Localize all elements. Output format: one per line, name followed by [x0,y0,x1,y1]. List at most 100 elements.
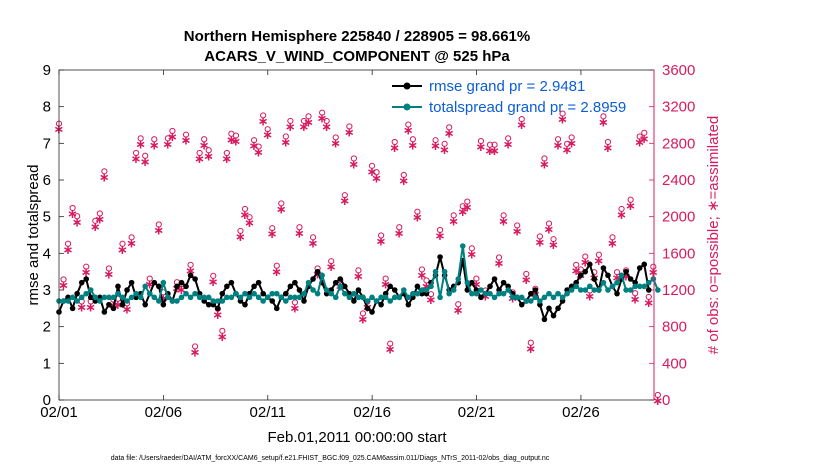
rmse-point [87,294,94,301]
obs-assimilated-point: ∗ [258,113,269,128]
totalspread-point [645,279,652,286]
obs-possible-point [296,224,303,231]
x-tick-label: 02/01 [40,404,78,421]
obs-assimilated-point: ∗ [244,215,255,230]
totalspread-point [83,290,90,297]
rmse-point [178,279,185,286]
totalspread-point [469,290,475,297]
rmse-point [582,268,589,275]
obs-assimilated-point: ∗ [81,265,92,280]
y-tick-label-left: 1 [43,355,51,372]
obs-possible-point [192,343,199,350]
y-tick-label-left: 6 [43,172,51,189]
obs-possible-point [182,131,190,138]
obs-possible-point [255,143,262,150]
rmse-point [342,283,348,290]
obs-assimilated-point: ∗ [140,154,151,169]
rmse-point [283,290,289,297]
rmse-point [214,305,221,312]
obs-possible-point [287,117,294,125]
totalspread-point [528,298,534,304]
rmse-point [627,276,634,282]
obs-possible-point [133,149,140,157]
obs-possible-point [359,310,367,317]
totalspread-point [405,294,412,301]
obs-assimilated-point: ∗ [421,278,432,293]
rmse-point [378,301,384,308]
totalspread-point [269,290,276,297]
totalspread-point [119,294,126,301]
obs-assimilated-point: ∗ [634,135,645,150]
totalspread-point [478,287,484,293]
obs-possible-point [246,214,253,221]
totalspread-point [655,287,661,293]
obs-assimilated-point: ∗ [444,125,455,140]
obs-possible-point [636,133,643,140]
obs-possible-point [568,134,575,141]
rmse-point [156,283,162,290]
rmse-point [255,279,262,286]
obs-assimilated-point: ∗ [167,129,178,144]
obs-possible-point [573,261,580,268]
obs-assimilated-point: ∗ [289,300,300,315]
totalspread-point [142,283,148,290]
totalspread-point [110,294,117,301]
obs-assimilated-point: ∗ [85,300,96,315]
totalspread-point [106,294,112,301]
rmse-point [351,298,357,304]
totalspread-point [156,298,162,304]
obs-assimilated-point: ∗ [426,292,437,307]
totalspread-point [532,294,539,301]
obs-possible-point [432,137,439,144]
obs-possible-point [627,196,634,203]
obs-assimilated-point: ∗ [235,229,246,244]
obs-assimilated-point: ∗ [226,132,237,147]
obs-assimilated-point: ∗ [389,140,400,155]
totalspread-point [559,294,566,301]
rmse-point [636,265,643,271]
obs-assimilated-point: ∗ [439,142,450,157]
totalspread-point [369,294,375,301]
totalspread-point [591,287,598,293]
obs-possible-point [595,251,602,258]
totalspread-point [482,290,489,297]
obs-possible-point [196,149,203,157]
obs-assimilated-point: ∗ [149,137,160,152]
totalspread-point [332,294,339,301]
rmse-point [587,261,593,268]
totalspread-point [364,298,371,304]
obs-assimilated-point: ∗ [394,225,405,240]
obs-assimilated-point: ∗ [103,267,114,282]
totalspread-point [419,287,425,293]
obs-assimilated-point: ∗ [412,210,423,225]
obs-possible-point [396,224,403,231]
totalspread-point [450,287,457,293]
totalspread-point [473,290,480,297]
obs-possible-point [96,210,103,217]
rmse-point [273,305,280,312]
totalspread-point [373,298,380,304]
totalspread-point [446,290,452,297]
rmse-point [623,268,629,275]
rmse-point [518,301,525,308]
obs-assimilated-point: ∗ [72,214,83,229]
right-y-axis: 0 400 800 1200 1600 2000 2400 2800 3200 3600 [649,62,695,409]
totalspread-point [133,290,139,297]
obs-assimilated-point: ∗ [262,127,273,142]
y-tick-label-left: 8 [43,99,51,116]
totalspread-point [87,287,94,293]
totalspread-point [500,290,507,297]
rmse-point [614,290,620,297]
obs-assimilated-point: ∗ [557,112,568,127]
obs-possible-point [436,226,444,234]
totalspread-point [623,287,629,293]
obs-possible-point [373,169,380,176]
left-y-axis: 0 1 2 3 4 5 6 7 8 9 [43,62,64,409]
rmse-point [645,287,652,293]
obs-assimilated-point: ∗ [489,143,500,158]
obs-possible-point [441,140,448,147]
obs-assimilated-point: ∗ [566,135,577,150]
rmse-point [83,276,90,282]
obs-possible-point [554,136,562,143]
